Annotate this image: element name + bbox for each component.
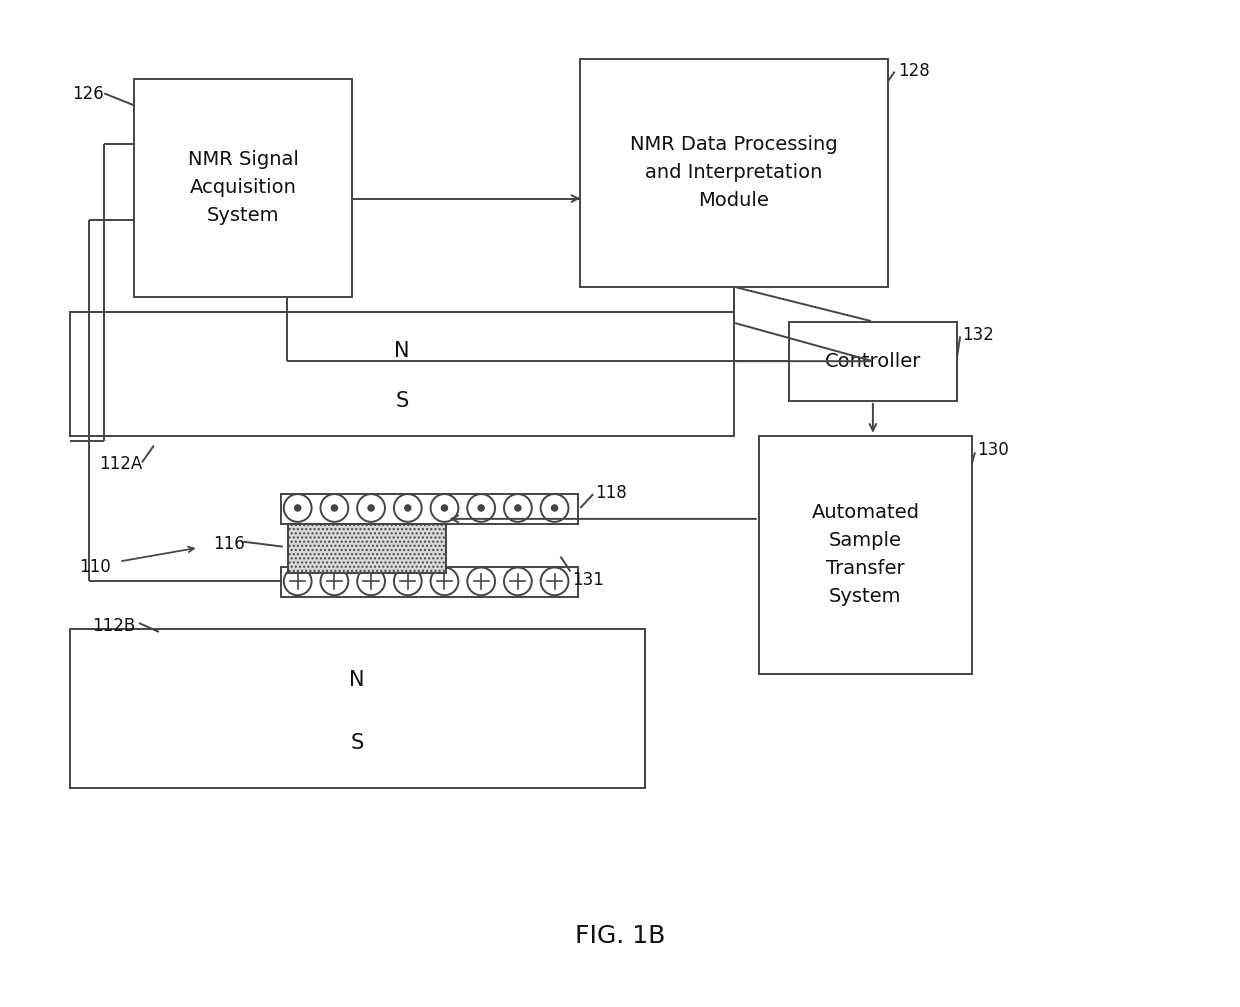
Text: Controller: Controller xyxy=(825,351,921,371)
Circle shape xyxy=(441,505,448,511)
Text: NMR Data Processing
and Interpretation
Module: NMR Data Processing and Interpretation M… xyxy=(630,135,838,210)
Bar xyxy=(789,321,957,401)
Bar xyxy=(69,311,734,436)
Bar xyxy=(759,436,972,674)
Circle shape xyxy=(515,505,521,511)
Bar xyxy=(134,79,352,297)
Text: 130: 130 xyxy=(977,440,1009,458)
Text: 128: 128 xyxy=(898,61,930,80)
Circle shape xyxy=(295,505,301,511)
Circle shape xyxy=(331,505,337,511)
Text: S: S xyxy=(396,391,408,411)
Text: Automated
Sample
Transfer
System: Automated Sample Transfer System xyxy=(811,504,919,606)
Text: N: N xyxy=(394,341,409,362)
Bar xyxy=(280,568,578,597)
Circle shape xyxy=(479,505,484,511)
Text: S: S xyxy=(351,733,363,753)
Text: 131: 131 xyxy=(573,571,604,589)
Text: 116: 116 xyxy=(213,535,246,553)
Text: 126: 126 xyxy=(73,86,104,104)
Text: N: N xyxy=(350,670,365,690)
Text: 112A: 112A xyxy=(99,455,143,473)
Bar xyxy=(580,58,888,287)
Text: 110: 110 xyxy=(79,558,112,576)
Text: FIG. 1B: FIG. 1B xyxy=(575,924,665,949)
Bar xyxy=(280,494,578,524)
Bar xyxy=(69,629,645,787)
Text: 132: 132 xyxy=(962,326,994,344)
Text: NMR Signal
Acquisition
System: NMR Signal Acquisition System xyxy=(187,150,299,226)
Bar xyxy=(288,524,446,573)
Text: 112B: 112B xyxy=(93,617,135,635)
Circle shape xyxy=(552,505,558,511)
Circle shape xyxy=(368,505,374,511)
Circle shape xyxy=(404,505,410,511)
Text: 118: 118 xyxy=(595,484,627,502)
